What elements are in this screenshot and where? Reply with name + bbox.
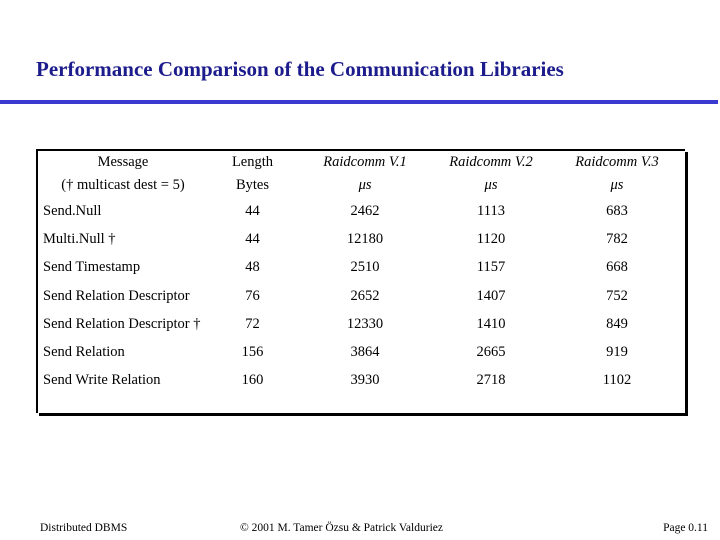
table-row: Send.Null 44 2462 1113 683 [40,197,680,225]
header-length-unit: Bytes [235,177,269,193]
cell-message: Send Write Relation [43,372,161,389]
header-v2-unit: μs [484,177,498,193]
cell-message: Multi.Null † [43,230,116,247]
table-row: Send Timestamp 48 2510 1157 668 [40,254,680,282]
cell-length: 72 [245,315,260,332]
cell-message: Send Relation [43,344,125,361]
header-v1: Raidcomm V.1 μs [302,151,428,197]
performance-table: Message († multicast dest = 5) Length By… [40,151,680,395]
header-length-label: Length [231,154,274,170]
cell-v3: 1102 [602,372,632,389]
cell-v1: 12330 [346,315,384,332]
cell-v2: 1407 [476,287,506,304]
cell-length: 160 [241,372,264,389]
table-row: Multi.Null † 44 12180 1120 782 [40,225,680,253]
cell-message: Send.Null [43,202,102,219]
header-length: Length Bytes [203,151,302,197]
cell-v2: 1410 [476,315,506,332]
cell-v2: 1157 [476,259,506,276]
cell-message: Send Timestamp [43,259,141,276]
footer-page-number: Page 0.11 [663,522,708,534]
cell-length: 44 [245,202,260,219]
table-row: Send Write Relation 160 3930 2718 1102 [40,367,680,395]
cell-v3: 668 [606,259,628,276]
footer-course: Distributed DBMS [40,522,128,534]
table-frame [36,149,685,413]
table-header-row: Message († multicast dest = 5) Length By… [40,151,680,197]
header-v3-unit: μs [610,177,624,193]
cell-v2: 2718 [476,372,506,389]
cell-length: 76 [245,287,260,304]
slide-title: Performance Comparison of the Communicat… [36,57,564,81]
cell-v2: 1120 [476,230,506,247]
cell-v3: 919 [606,344,628,361]
cell-v1: 3864 [350,344,380,361]
cell-v2: 2665 [476,344,506,361]
cell-length: 156 [241,344,264,361]
cell-v1: 2462 [350,202,380,219]
cell-length: 48 [245,259,260,276]
header-v1-unit: μs [358,177,372,193]
table-row: Send Relation 156 3864 2665 919 [40,338,680,366]
cell-v3: 849 [606,315,628,332]
cell-v1: 2652 [350,287,380,304]
header-v3: Raidcomm V.3 μs [554,151,680,197]
cell-v1: 2510 [350,259,380,276]
table-row: Send Relation Descriptor † 72 12330 1410… [40,310,680,338]
cell-v1: 12180 [346,230,384,247]
header-v2-label: Raidcomm V.2 [449,154,533,170]
title-divider [0,100,718,104]
cell-message: Send Relation Descriptor † [43,315,201,332]
header-message-note: († multicast dest = 5) [61,177,185,193]
cell-length: 44 [245,230,260,247]
cell-v3: 752 [606,287,628,304]
footer-copyright: © 2001 M. Tamer Özsu & Patrick Valduriez [240,522,443,534]
header-message: Message († multicast dest = 5) [40,151,203,197]
header-message-label: Message [97,154,149,170]
header-v1-label: Raidcomm V.1 [323,154,407,170]
cell-v2: 1113 [477,202,505,219]
cell-v3: 782 [606,230,628,247]
header-v2: Raidcomm V.2 μs [428,151,554,197]
header-v3-label: Raidcomm V.3 [575,154,659,170]
cell-v3: 683 [606,202,628,219]
cell-message: Send Relation Descriptor [43,287,190,304]
table-row: Send Relation Descriptor 76 2652 1407 75… [40,282,680,310]
cell-v1: 3930 [350,372,380,389]
